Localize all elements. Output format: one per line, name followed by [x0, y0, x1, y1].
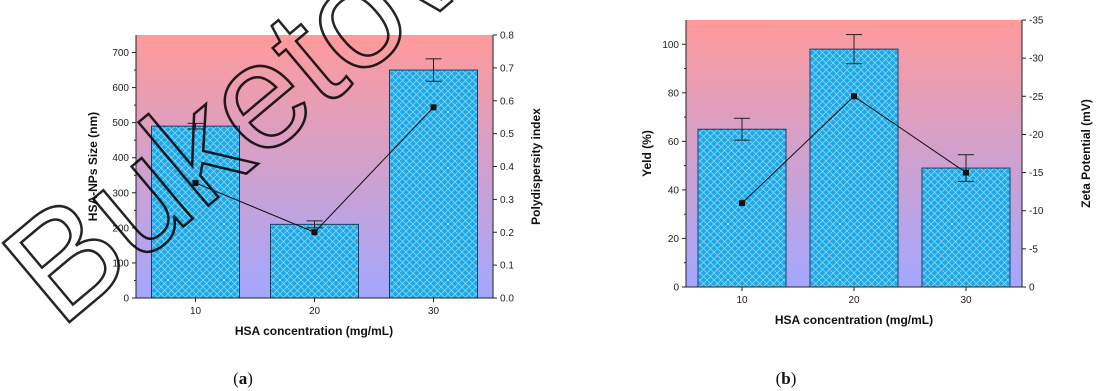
- y-axis-label: Yeld (%): [640, 130, 654, 177]
- line-point-10: [192, 179, 199, 186]
- y-tick-label: 600: [112, 83, 129, 94]
- y2-tick-label: -5: [1029, 244, 1038, 255]
- y2-tick-label: 0.1: [500, 261, 514, 272]
- y2-tick-label: 0.6: [500, 96, 514, 107]
- y-tick-label: 80: [668, 88, 680, 99]
- x-tick-label: 30: [428, 306, 440, 317]
- y2-tick-label: -35: [1029, 16, 1044, 27]
- y2-tick-label: 0.8: [500, 31, 514, 42]
- x-tick-label: 10: [736, 295, 748, 306]
- line-point-20: [851, 93, 857, 100]
- y-axis-label: HSA-NPs Size (nm): [86, 112, 100, 221]
- y2-tick-label: 0.3: [500, 195, 514, 206]
- y2-axis-label: Polydispersity index: [529, 108, 543, 225]
- y2-tick-label: -15: [1029, 168, 1044, 179]
- y2-tick-label: 0.4: [500, 162, 514, 173]
- y-tick-label: 100: [112, 258, 129, 269]
- error-bar-30: [425, 58, 442, 82]
- y-tick-label: 700: [112, 48, 129, 59]
- error-bar-20: [846, 34, 862, 65]
- bar-30: [389, 69, 478, 299]
- error-bar-10: [187, 122, 204, 130]
- y2-tick-label: -30: [1029, 54, 1044, 65]
- panel-letter: a: [239, 369, 248, 388]
- x-axis-label: HSA concentration (mg/mL): [775, 313, 933, 327]
- bar-10: [697, 128, 787, 288]
- y-tick-label: 400: [112, 153, 129, 164]
- y2-tick-label: -20: [1029, 130, 1044, 141]
- x-tick-label: 20: [309, 306, 321, 317]
- y2-tick-label: 0.5: [500, 129, 514, 140]
- bar-30: [921, 167, 1011, 288]
- y2-tick-label: -25: [1029, 92, 1044, 103]
- y-tick-label: 300: [112, 188, 129, 199]
- chart-panel-b: 0 20 40 60 80 100 0 -5 -10 -15 -20 -25 -30 -35 10 20 30 H…: [640, 16, 1093, 328]
- bar-10: [151, 125, 240, 299]
- x-tick-label: 20: [848, 295, 860, 306]
- y2-tick-label: -10: [1029, 206, 1044, 217]
- y2-tick-label: 0.2: [500, 228, 514, 239]
- line-point-20: [311, 229, 318, 236]
- line-point-30: [963, 169, 969, 176]
- bar-20: [809, 48, 899, 288]
- y-tick-label: 60: [668, 137, 680, 148]
- error-bar-10: [734, 117, 750, 141]
- y2-tick-label: 0: [1029, 283, 1035, 294]
- y-tick-label: 0: [673, 283, 679, 294]
- bar-20: [270, 223, 359, 299]
- y-tick-label: 0: [123, 294, 129, 305]
- panel-caption-b: (b): [776, 369, 797, 388]
- y-tick-label: 200: [112, 223, 129, 234]
- x-tick-label: 30: [960, 295, 972, 306]
- y2-tick-label: 0.7: [500, 63, 514, 74]
- line-point-10: [739, 200, 745, 207]
- y-tick-label: 500: [112, 118, 129, 129]
- error-bar-30: [958, 154, 974, 182]
- y-tick-label: 20: [668, 234, 680, 245]
- y-tick-label: 40: [668, 185, 680, 196]
- panel-letter: b: [781, 369, 790, 388]
- y-tick-label: 100: [662, 40, 679, 51]
- x-axis-label: HSA concentration (mg/mL): [235, 324, 393, 338]
- panel-caption-a: (a): [233, 369, 253, 388]
- error-bar-20: [306, 220, 323, 229]
- x-tick-label: 10: [190, 306, 202, 317]
- line-point-30: [430, 104, 437, 111]
- y2-axis-label: Zeta Potential (mV): [1079, 99, 1093, 208]
- chart-panel-a: 0 100 200 300 400 500 600 700 0.0 0.1 0.2 0.3 0.4 0.5…: [86, 31, 543, 339]
- y2-tick-label: 0.0: [500, 294, 514, 305]
